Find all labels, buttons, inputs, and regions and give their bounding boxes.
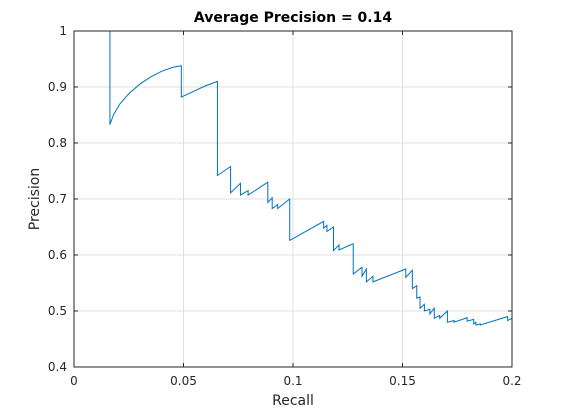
y-tick-label: 0.8: [48, 136, 67, 150]
tick-marks: [73, 30, 513, 368]
x-tick-label: 0.15: [389, 374, 416, 388]
chart-title: Average Precision = 0.14: [194, 10, 392, 26]
y-axis-label: Precision: [27, 168, 43, 230]
y-tick-label: 1: [59, 24, 67, 38]
x-tick-label: 0.2: [502, 374, 521, 388]
y-tick-label: 0.5: [48, 304, 67, 318]
x-tick-label: 0.05: [170, 374, 197, 388]
x-tick-label: 0: [70, 374, 78, 388]
y-tick-label: 0.4: [48, 360, 67, 374]
y-tick-label: 0.9: [48, 80, 67, 94]
series-layer: [74, 30, 513, 326]
y-tick-labels: 0.4 0.5 0.6 0.7 0.8 0.9 1: [48, 24, 67, 374]
y-tick-label: 0.6: [48, 248, 67, 262]
grid-lines: [73, 30, 513, 368]
precision-recall-curve: [74, 30, 513, 326]
y-tick-label: 0.7: [48, 192, 67, 206]
x-axis-label: Recall: [272, 393, 314, 409]
x-tick-label: 0.1: [283, 374, 302, 388]
x-tick-labels: 0 0.05 0.1 0.15 0.2: [70, 374, 521, 388]
